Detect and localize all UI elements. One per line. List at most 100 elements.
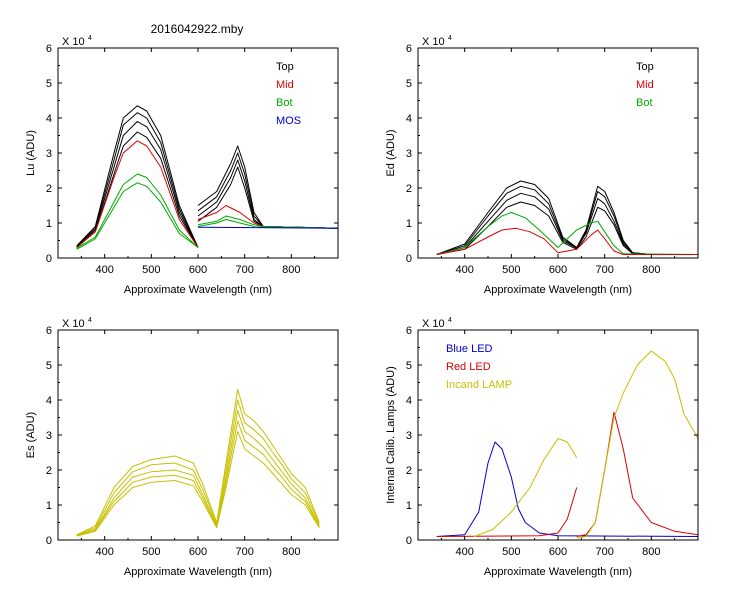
x-axis-label: Approximate Wavelength (nm) [124,566,272,578]
x-tick-label: 800 [282,264,300,276]
series-line-ed-4-0 [436,212,698,255]
x-tick-label: 500 [142,264,160,276]
legend-entry: MOS [276,115,301,127]
x-tick-label: 600 [549,546,567,558]
x-axis-label: Approximate Wavelength (nm) [124,284,272,296]
series-line-lu-1-0 [76,112,199,248]
legend-entry: Mid [276,79,294,91]
y-tick-label: 5 [46,360,52,372]
y-tick-label: 0 [46,535,52,547]
x-tick-label: 700 [235,264,253,276]
series-group [76,105,338,250]
y-tick-label: 6 [46,43,52,55]
x-tick-label: 600 [189,264,207,276]
x-tick-label: 500 [142,546,160,558]
x-tick-label: 700 [595,264,613,276]
x-tick-label: 800 [282,546,300,558]
series-line-lu-0-0 [76,105,199,248]
axis-multiplier-exponent: 4 [448,317,452,324]
y-tick-label: 0 [406,535,412,547]
y-tick-label: 6 [406,43,412,55]
series-line-lu-5-0 [76,173,199,249]
series-line-calib-2-1 [576,350,698,539]
series-line-lu-5-1 [197,215,338,229]
y-tick-label: 2 [46,465,52,477]
x-tick-label: 400 [95,546,113,558]
legend-entry: Mid [636,79,654,91]
y-tick-label: 4 [46,113,52,125]
y-tick-label: 3 [46,148,52,160]
y-tick-label: 5 [406,78,412,90]
y-tick-label: 3 [406,148,412,160]
y-tick-label: 5 [406,360,412,372]
series-line-calib-1-0 [436,487,578,537]
series-line-lu-4-1 [197,205,338,229]
y-tick-label: 2 [406,183,412,195]
series-line-lu-6-1 [197,219,338,229]
y-tick-label: 4 [46,395,52,407]
series-line-lu-7-0 [197,226,338,229]
x-tick-label: 400 [455,264,473,276]
x-axis-label: Approximate Wavelength (nm) [484,284,632,296]
axis-multiplier-exponent: 4 [88,35,92,42]
legend-entry: Red LED [446,361,491,373]
x-tick-label: 600 [189,546,207,558]
y-tick-label: 0 [406,253,412,265]
series-line-es-1-0 [76,399,320,536]
series-line-lu-4-0 [76,140,199,248]
y-tick-label: 3 [46,430,52,442]
y-tick-label: 6 [46,325,52,337]
x-tick-label: 600 [549,264,567,276]
series-line-ed-2-0 [436,192,698,255]
axis-multiplier: X 10 [422,36,445,48]
y-tick-label: 1 [46,218,52,230]
series-line-calib-1-1 [576,411,698,537]
y-tick-label: 1 [46,500,52,512]
y-tick-label: 2 [406,465,412,477]
y-tick-label: 6 [406,325,412,337]
y-axis-label: Lu (ADU) [25,130,37,176]
y-tick-label: 4 [406,113,412,125]
x-tick-label: 800 [642,546,660,558]
y-tick-label: 1 [406,218,412,230]
series-line-ed-5-0 [436,227,698,255]
series-line-es-2-0 [76,410,320,536]
y-tick-label: 2 [46,183,52,195]
legend-entry: Blue LED [446,343,493,355]
y-axis-label: Internal Calib. Lamps (ADU) [385,366,397,504]
series-group [436,180,698,255]
legend-entry: Top [276,61,294,73]
y-tick-label: 0 [46,253,52,265]
series-group [76,389,320,537]
x-tick-label: 800 [642,264,660,276]
axis-multiplier: X 10 [422,318,445,330]
x-tick-label: 400 [455,546,473,558]
y-tick-label: 3 [406,430,412,442]
x-tick-label: 700 [235,546,253,558]
series-line-lu-2-0 [76,121,199,248]
chart-lu: 0 1 2 3 4 5 6 400 500 600 700 800 Approximate Wavele… [25,35,339,296]
axis-multiplier: X 10 [62,318,85,330]
axis-multiplier-exponent: 4 [448,35,452,42]
series-line-es-4-0 [76,431,320,537]
y-tick-label: 1 [406,500,412,512]
series-line-lu-2-1 [197,159,338,229]
figure-title: 2016042922.mby [151,22,244,36]
legend-entry: Top [636,61,654,73]
axis-multiplier-exponent: 4 [88,317,92,324]
x-tick-label: 700 [595,546,613,558]
series-line-lu-6-0 [76,182,199,250]
series-line-es-3-0 [76,420,320,537]
plot-frame [57,329,339,541]
x-tick-label: 500 [502,264,520,276]
y-axis-label: Ed (ADU) [385,129,397,176]
y-tick-label: 4 [406,395,412,407]
x-axis-label: Approximate Wavelength (nm) [484,566,632,578]
x-tick-label: 400 [95,264,113,276]
series-line-lu-0-1 [197,145,338,229]
chart-ed: 0 1 2 3 4 5 6 400 500 600 700 800 Approximate Wavele… [385,35,699,296]
series-line-lu-1-1 [197,152,338,229]
series-group [436,350,698,539]
x-tick-label: 500 [502,546,520,558]
